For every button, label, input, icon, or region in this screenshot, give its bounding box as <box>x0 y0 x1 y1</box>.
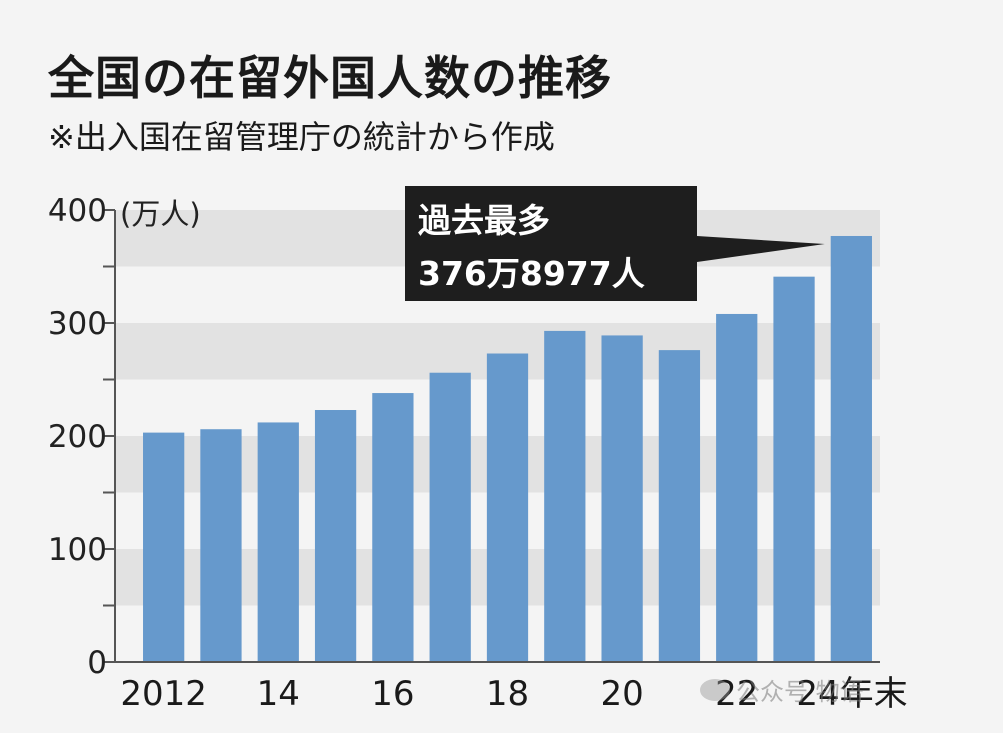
y-axis-unit-label: (万人) <box>120 197 201 231</box>
callout-pointer <box>697 236 825 262</box>
x-tick-label-18: 18 <box>486 674 529 714</box>
callout-line-2: 376万8977人 <box>418 254 645 293</box>
callout-line-1: 過去最多 <box>418 201 550 240</box>
y-tick-label-400: 400 <box>48 193 107 229</box>
bar-21 <box>658 350 701 662</box>
chart-subtitle: ※出入国在留管理庁の統計から作成 <box>48 118 555 156</box>
bar-13 <box>200 429 242 662</box>
bar-16 <box>372 393 414 662</box>
bar-22 <box>716 313 758 662</box>
bar-17 <box>429 372 471 662</box>
bar-20 <box>601 335 643 662</box>
record-callout: 過去最多 376万8977人 <box>405 186 825 301</box>
y-tick-label-100: 100 <box>48 532 107 568</box>
x-tick-labels: 2012 14 16 18 20 22 24年末 <box>120 674 907 714</box>
wechat-icon <box>700 678 730 701</box>
bar-23 <box>773 276 815 662</box>
y-tick-label-300: 300 <box>48 306 107 342</box>
chart-title: 全国の在留外国人数の推移 <box>48 51 612 105</box>
x-tick-label-24: 24年末 <box>796 674 907 714</box>
y-tick-label-200: 200 <box>48 419 107 455</box>
bar-series <box>143 235 872 663</box>
x-tick-label-14: 14 <box>257 674 300 714</box>
bar-2012 <box>143 432 185 662</box>
bar-14 <box>257 422 299 662</box>
callout-box <box>405 186 697 301</box>
y-tick-label-0: 0 <box>87 645 107 681</box>
y-tick-labels: 0 100 200 300 400 <box>48 193 107 681</box>
x-tick-label-16: 16 <box>371 674 414 714</box>
x-tick-label-22: 22 <box>715 674 758 714</box>
axes <box>103 209 880 663</box>
bar-24 <box>830 235 872 663</box>
watermark-text: 公众号 物语 <box>736 678 864 706</box>
bar-19 <box>544 330 586 662</box>
x-tick-label-2012: 2012 <box>120 674 207 714</box>
bar-18 <box>486 353 529 662</box>
watermark: 公众号 物语 <box>700 672 864 707</box>
bar-15 <box>314 410 357 662</box>
x-tick-label-20: 20 <box>600 674 643 714</box>
